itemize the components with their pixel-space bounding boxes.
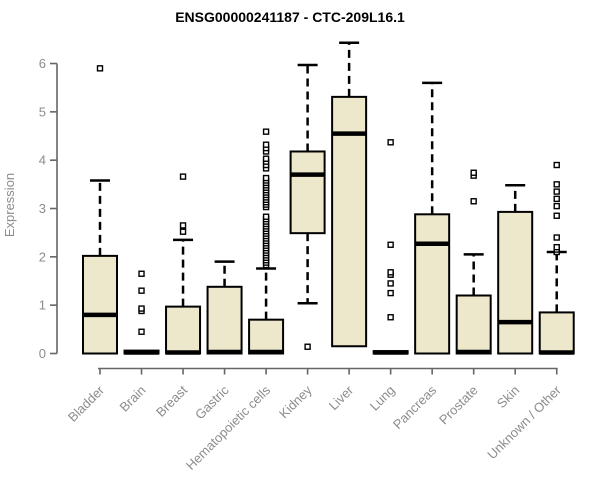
outlier-point-unknown-other [553, 243, 560, 251]
box-gastric [206, 285, 243, 355]
y-tick-label: 1 [39, 298, 46, 313]
x-tick-label-unknown-other: Unknown / Other [484, 382, 564, 462]
box-pancreas [414, 213, 451, 355]
outlier-point-unknown-other [553, 181, 560, 188]
y-tick-label: 5 [39, 104, 46, 119]
outlier-point-hematopoietic-cells [262, 141, 270, 148]
outlier-point-kidney [304, 343, 311, 350]
outlier-point-bladder [96, 65, 104, 72]
y-tick-label: 4 [39, 153, 46, 168]
y-axis-label: Expression [2, 173, 17, 237]
y-tick-label: 0 [39, 346, 46, 361]
x-tick-label-bladder: Bladder [65, 382, 108, 425]
outlier-point-breast [179, 173, 187, 180]
outlier-point-hematopoietic-cells [262, 155, 270, 162]
x-tick-label-lung: Lung [367, 383, 398, 414]
box-breast [165, 305, 202, 355]
box-liver [331, 95, 368, 348]
box-kidney [289, 150, 326, 235]
outlier-point-unknown-other [553, 161, 560, 169]
outlier-point-hematopoietic-cells [262, 174, 270, 182]
outlier-point-lung [387, 289, 394, 297]
y-tick-label: 6 [39, 56, 46, 71]
outlier-point-breast [179, 222, 187, 229]
x-tick-label-skin: Skin [494, 383, 522, 411]
box-bladder [82, 254, 118, 355]
outlier-point-unknown-other [553, 195, 560, 203]
x-tick-label-brain: Brain [117, 383, 149, 415]
x-tick-label-prostate: Prostate [436, 383, 481, 428]
x-tick-label-liver: Liver [326, 382, 357, 413]
box-hematopoietic-cells [248, 318, 285, 355]
y-tick-label: 2 [39, 249, 46, 264]
outlier-point-lung [387, 314, 394, 321]
outlier-point-lung [387, 280, 394, 287]
outlier-point-hematopoietic-cells [262, 128, 270, 135]
box-prostate [455, 294, 492, 355]
outlier-point-unknown-other [553, 234, 560, 241]
outlier-point-lung [387, 241, 394, 248]
outlier-point-brain [138, 305, 145, 312]
x-tick-label-kidney: Kidney [276, 382, 315, 421]
outlier-point-unknown-other [553, 212, 560, 219]
outlier-point-unknown-other [553, 188, 560, 195]
box-unknown-other [538, 311, 575, 355]
outlier-point-brain [138, 270, 145, 277]
x-tick-label-gastric: Gastric [192, 382, 232, 422]
outlier-point-lung [387, 139, 394, 146]
outlier-point-breast [179, 228, 187, 235]
outlier-point-prostate [470, 198, 477, 205]
outlier-point-prostate [470, 169, 477, 176]
outlier-point-brain [138, 287, 145, 294]
x-tick-label-pancreas: Pancreas [390, 382, 440, 432]
outlier-point-hematopoietic-cells [262, 213, 270, 220]
x-tick-label-breast: Breast [153, 382, 190, 419]
chart-title: ENSG00000241187 - CTC-209L16.1 [175, 9, 405, 25]
outlier-point-brain [138, 328, 145, 335]
outlier-point-unknown-other [553, 202, 560, 210]
box-skin [497, 210, 534, 355]
outlier-point-lung [387, 269, 394, 276]
y-tick-label: 3 [39, 201, 46, 216]
